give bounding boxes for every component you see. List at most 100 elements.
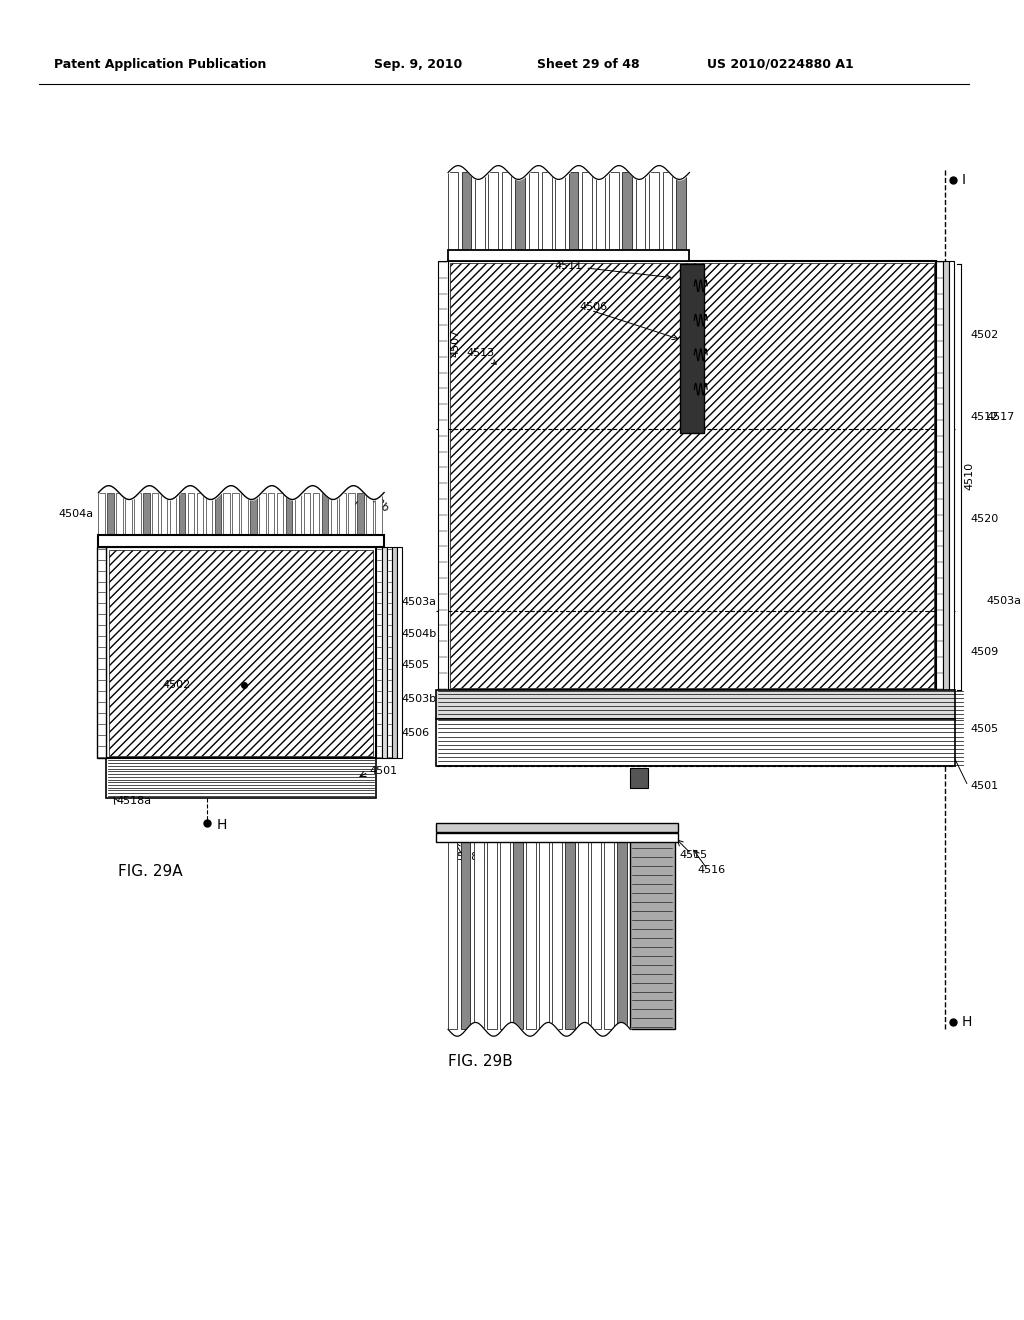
Text: 4518b: 4518b <box>357 484 391 515</box>
Bar <box>487 837 497 1030</box>
Text: 4511: 4511 <box>554 261 671 279</box>
Bar <box>312 492 319 546</box>
Bar <box>500 837 510 1030</box>
Bar <box>474 837 483 1030</box>
Bar <box>170 492 176 546</box>
Bar <box>206 492 212 546</box>
Bar <box>232 492 239 546</box>
Bar <box>357 492 364 546</box>
Bar <box>96 546 106 759</box>
Bar <box>392 546 397 759</box>
Bar <box>631 837 675 1030</box>
Text: I: I <box>962 173 966 187</box>
Bar <box>125 492 132 546</box>
Text: US 2010/0224880 A1: US 2010/0224880 A1 <box>708 58 854 71</box>
Text: 4506: 4506 <box>580 302 607 313</box>
Bar <box>98 535 384 546</box>
Text: 4518a: 4518a <box>116 796 152 805</box>
Text: 4503a: 4503a <box>987 595 1022 606</box>
Bar <box>98 492 104 546</box>
Text: 4507: 4507 <box>451 329 460 356</box>
Text: Sheet 29 of 48: Sheet 29 of 48 <box>537 58 639 71</box>
Bar <box>259 492 265 546</box>
Bar <box>436 833 678 842</box>
Bar <box>949 261 954 689</box>
Bar <box>387 546 392 759</box>
Bar <box>382 546 387 759</box>
Bar <box>475 173 484 261</box>
Bar <box>555 173 565 261</box>
Bar <box>438 261 449 689</box>
Bar <box>197 492 203 546</box>
Bar <box>449 173 458 261</box>
Bar <box>449 261 936 689</box>
Bar <box>331 492 337 546</box>
Bar <box>278 492 284 546</box>
Bar <box>214 492 221 546</box>
Text: 4517: 4517 <box>987 412 1015 421</box>
Text: 4512: 4512 <box>970 412 998 421</box>
Text: Sep. 9, 2010: Sep. 9, 2010 <box>374 58 463 71</box>
Bar <box>502 173 511 261</box>
Text: 4510: 4510 <box>965 462 974 490</box>
Bar <box>143 492 150 546</box>
Text: H: H <box>217 818 227 833</box>
Text: 4504a: 4504a <box>58 510 100 519</box>
Text: 4505: 4505 <box>970 723 998 734</box>
Text: Patent Application Publication: Patent Application Publication <box>54 58 266 71</box>
Bar <box>462 173 471 261</box>
Bar <box>609 173 618 261</box>
Text: 4516: 4516 <box>697 865 725 875</box>
Bar <box>676 173 686 261</box>
Bar <box>583 173 592 261</box>
Bar <box>943 261 949 689</box>
Text: 4506: 4506 <box>401 729 430 738</box>
Bar <box>540 837 549 1030</box>
Bar <box>649 173 658 261</box>
Bar <box>117 492 123 546</box>
Bar <box>631 768 648 788</box>
Text: 4519: 4519 <box>632 899 642 927</box>
Bar <box>340 492 346 546</box>
Bar <box>526 837 536 1030</box>
Bar <box>250 492 257 546</box>
Bar <box>528 173 539 261</box>
Text: FIG. 29A: FIG. 29A <box>118 865 183 879</box>
Bar <box>110 549 374 755</box>
Text: 4503b: 4503b <box>401 694 437 704</box>
Bar <box>568 173 579 261</box>
Text: 4505: 4505 <box>401 660 430 671</box>
Bar <box>106 759 376 797</box>
Bar <box>461 837 470 1030</box>
Bar <box>591 837 601 1030</box>
Bar <box>367 492 373 546</box>
Bar <box>436 689 955 719</box>
Bar <box>286 492 292 546</box>
Bar <box>268 492 274 546</box>
Text: 4501: 4501 <box>970 781 998 791</box>
Bar <box>552 837 561 1030</box>
Bar <box>604 837 613 1030</box>
Bar <box>542 173 552 261</box>
Bar <box>106 546 376 759</box>
Bar <box>152 492 159 546</box>
Bar <box>488 173 498 261</box>
Text: 4515: 4515 <box>680 850 708 861</box>
Bar <box>513 837 522 1030</box>
Text: 4502: 4502 <box>163 680 190 689</box>
Bar <box>565 837 574 1030</box>
Bar <box>134 492 140 546</box>
Bar <box>579 837 588 1030</box>
Bar <box>636 173 645 261</box>
Bar <box>397 546 401 759</box>
Bar <box>936 261 943 689</box>
Text: 4501: 4501 <box>370 767 397 776</box>
Bar <box>449 826 631 837</box>
Bar <box>223 492 229 546</box>
Text: 4504b: 4504b <box>401 628 437 639</box>
Text: 4509: 4509 <box>970 647 998 657</box>
Bar <box>376 546 382 759</box>
Bar <box>295 492 301 546</box>
Text: H: H <box>962 1015 972 1030</box>
Text: 4503a: 4503a <box>401 597 437 607</box>
